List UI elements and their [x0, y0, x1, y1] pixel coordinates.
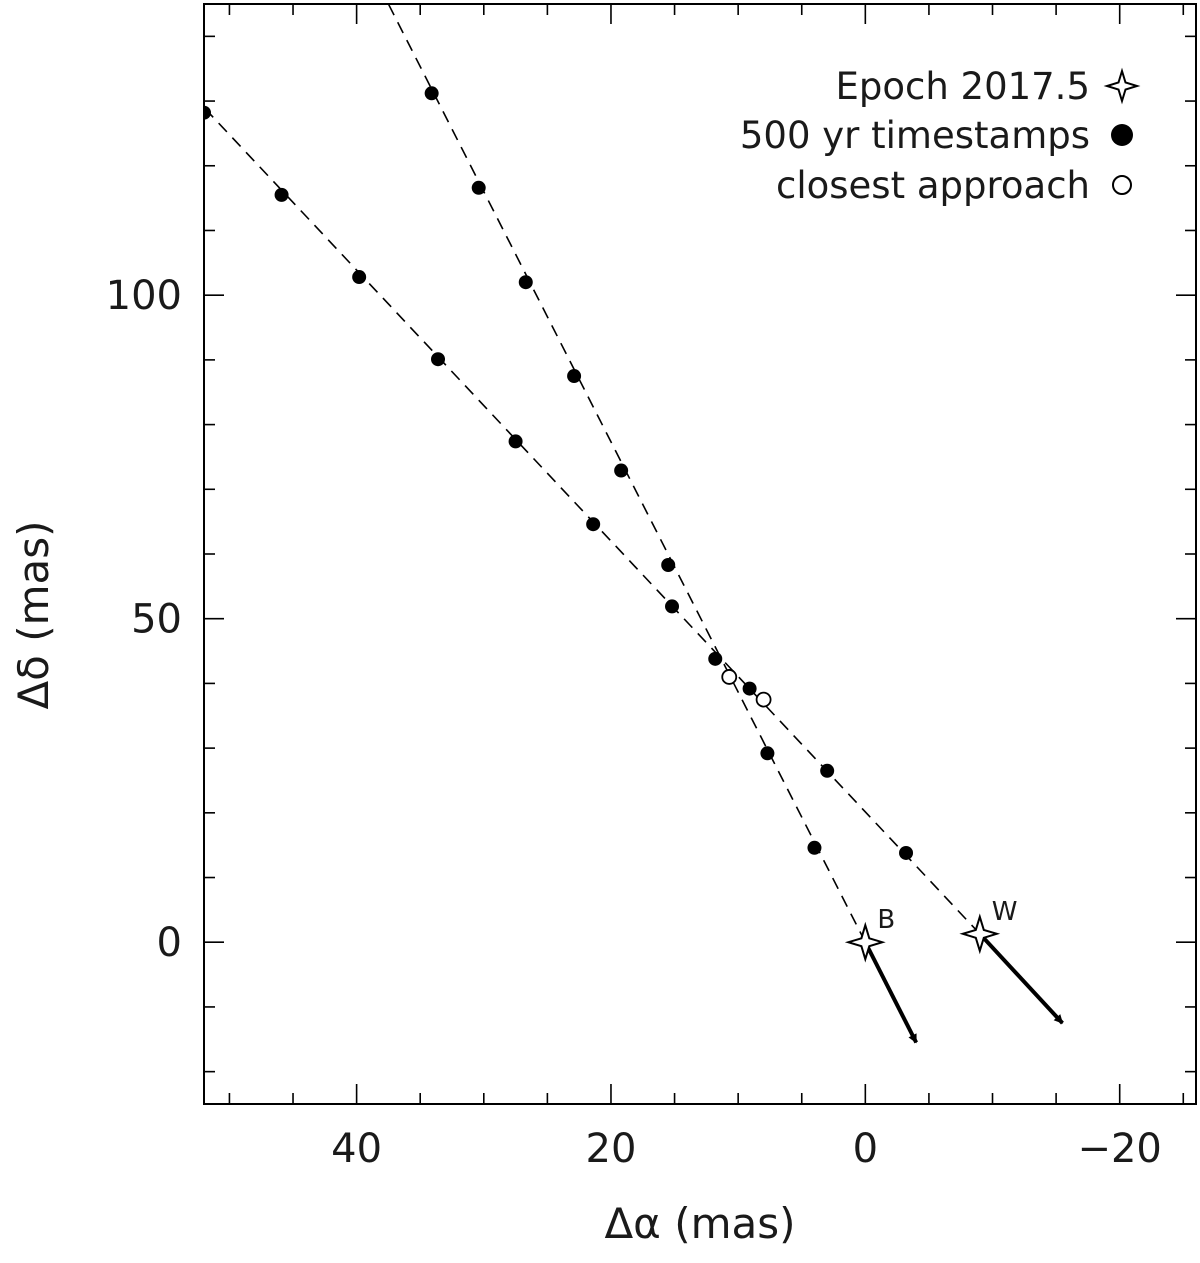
- epoch-star-b: [844, 921, 886, 963]
- timestamp-point-w: [431, 352, 446, 367]
- y-axis-label: Δδ (mas): [9, 520, 58, 709]
- x-axis-label: Δα (mas): [604, 1199, 795, 1248]
- legend-filled-circle-marker: [1111, 124, 1133, 146]
- timestamp-point-b: [614, 463, 629, 478]
- timestamp-point-b: [471, 180, 486, 195]
- legend-label: closest approach: [776, 164, 1090, 207]
- epoch-star-w: [959, 913, 1001, 955]
- legend-open-circle-marker: [1112, 175, 1132, 195]
- legend: Epoch 2017.5 500 yr timestamps closest app…: [740, 65, 1141, 207]
- proper-motion-arrows: [863, 932, 1064, 1044]
- axis-ticks: [204, 4, 1196, 1104]
- x-tick-label: −20: [1077, 1126, 1161, 1172]
- timestamp-point-b: [708, 651, 723, 666]
- tick-labels: 40 20 0 −20 0 50 100 B W: [106, 273, 1162, 1172]
- timestamp-point-b: [518, 275, 533, 290]
- y-tick-label: 0: [157, 920, 182, 966]
- timestamp-point-w: [508, 434, 523, 449]
- timestamp-point-w: [204, 105, 211, 120]
- timestamp-point-w: [899, 845, 914, 860]
- timestamp-point-b: [424, 86, 439, 101]
- y-tick-label: 50: [131, 597, 182, 643]
- motion-arrow-w: [978, 932, 1064, 1025]
- timestamp-point-w: [352, 270, 367, 285]
- star-label-w: W: [992, 897, 1018, 927]
- timestamp-point-w: [586, 517, 601, 532]
- legend-label: 500 yr timestamps: [740, 114, 1090, 157]
- timestamp-point-b: [661, 558, 676, 572]
- timestamp-point-b: [760, 746, 775, 761]
- timestamp-point-w: [274, 187, 289, 202]
- x-tick-label: 40: [331, 1126, 382, 1172]
- timestamp-point-b: [567, 369, 582, 384]
- x-tick-label: 0: [853, 1126, 878, 1172]
- motion-arrow-b: [863, 941, 918, 1044]
- timestamp-point-w: [665, 599, 680, 614]
- legend-star-marker: [1103, 67, 1141, 105]
- legend-label: Epoch 2017.5: [835, 65, 1090, 108]
- timestamp-point-w: [742, 681, 757, 696]
- closest-approach-point-b: [721, 669, 738, 685]
- star-label-b: B: [877, 905, 895, 935]
- y-tick-label: 100: [106, 273, 182, 319]
- timestamp-point-b: [807, 840, 822, 855]
- x-tick-label: 20: [586, 1126, 637, 1172]
- timestamp-point-w: [820, 763, 835, 778]
- closest-approach-point-w: [755, 691, 772, 708]
- data-points: [204, 86, 1001, 963]
